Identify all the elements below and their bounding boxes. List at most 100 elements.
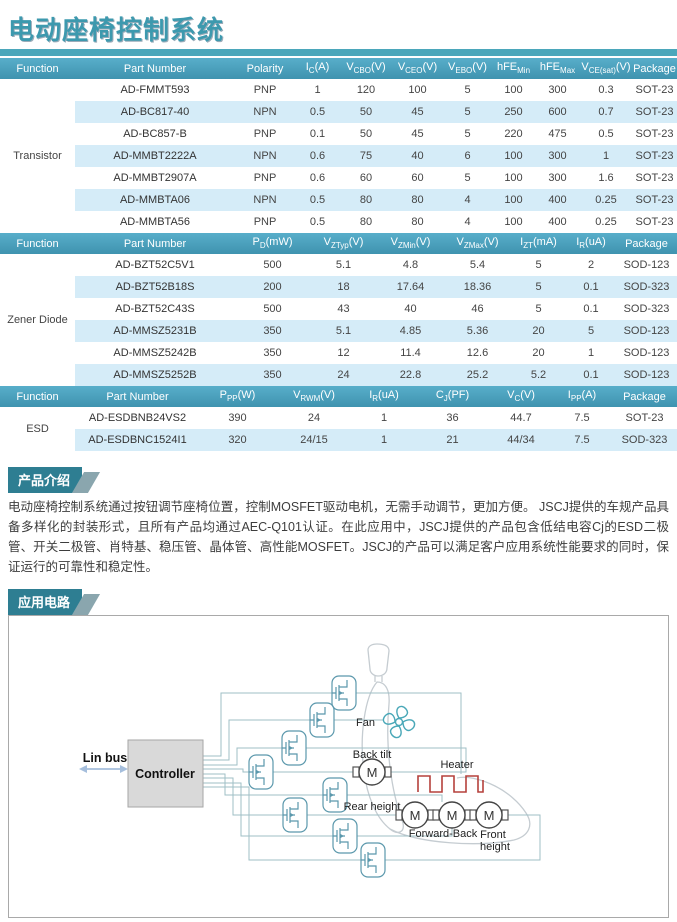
- cell: 40: [377, 298, 444, 320]
- cell: 24/15: [275, 429, 353, 451]
- cell: 390: [200, 407, 275, 429]
- cell: 5: [443, 101, 492, 123]
- cell: 0.3: [580, 79, 632, 101]
- cell: 400: [535, 189, 580, 211]
- table-header-row: Function Part Number PD(mW) VZTyp(V) VZMin(V…: [0, 233, 677, 254]
- cell: SOT-23: [612, 407, 677, 429]
- part-number-cell: AD-MMSZ5252B: [75, 364, 235, 386]
- cell: 4: [443, 189, 492, 211]
- cell: 80: [392, 211, 443, 233]
- cell: 0.5: [580, 123, 632, 145]
- cell: 1: [566, 342, 616, 364]
- part-number-cell: AD-ESDBNB24VS2: [75, 407, 200, 429]
- table-row: AD-BC857-B PNP 0.1 50 45 5 220 475 0.5 SOT-23: [0, 123, 677, 145]
- cell: SOT-23: [632, 79, 677, 101]
- heater-element: [417, 775, 484, 793]
- cell: SOD-323: [612, 429, 677, 451]
- seat-outline: [361, 643, 531, 845]
- cell: 4.8: [377, 254, 444, 276]
- lin-bus-arrow: [79, 765, 128, 773]
- cell: 44/34: [490, 429, 552, 451]
- cell: 1: [295, 79, 340, 101]
- cell: 80: [340, 211, 392, 233]
- cell: 0.5: [295, 211, 340, 233]
- heater-label: Heater: [440, 759, 473, 771]
- table-row: AD-MMSZ5252B 350 24 22.8 25.2 5.2 0.1 SOD-123: [0, 364, 677, 386]
- column-header: hFEMax: [535, 58, 580, 79]
- cell: 100: [492, 167, 535, 189]
- part-number-cell: AD-BZT52C43S: [75, 298, 235, 320]
- column-header: Package: [632, 58, 677, 79]
- cell: 4.85: [377, 320, 444, 342]
- cell: 350: [235, 320, 310, 342]
- column-header: VCBO(V): [340, 58, 392, 79]
- cell: 25.2: [444, 364, 511, 386]
- cell: 12: [310, 342, 377, 364]
- column-header: IZT(mA): [511, 233, 566, 254]
- cell: 0.6: [295, 167, 340, 189]
- motor-letter: M: [447, 808, 458, 823]
- cell: 0.6: [295, 145, 340, 167]
- cell: 44.7: [490, 407, 552, 429]
- table-row: AD-MMBTA56 PNP 0.5 80 80 4 100 400 0.25 SOT-23: [0, 211, 677, 233]
- column-header: VZMax(V): [444, 233, 511, 254]
- cell: SOD-123: [616, 320, 677, 342]
- page-title: 电动座椅控制系统: [8, 15, 225, 45]
- seat-headrest: [367, 643, 390, 677]
- cell: 400: [535, 211, 580, 233]
- table-row: AD-MMBT2907A PNP 0.6 60 60 5 100 300 1.6 SOT-23: [0, 167, 677, 189]
- component-table-transistor: Function Part Number Polarity IC(A) VCBO(V) V…: [0, 58, 677, 233]
- part-number-cell: AD-MMBTA06: [75, 189, 235, 211]
- cell: 60: [392, 167, 443, 189]
- cell: 0.1: [566, 364, 616, 386]
- cell: 50: [340, 101, 392, 123]
- column-header: VC(V): [490, 386, 552, 407]
- column-header: Polarity: [235, 58, 295, 79]
- cell: 60: [340, 167, 392, 189]
- controller-box: [127, 739, 204, 808]
- cell: 21: [415, 429, 490, 451]
- application-circuit-box: Lin bus Controller Fan Back tilt: [8, 615, 669, 918]
- part-number-cell: AD-BC817-40: [75, 101, 235, 123]
- column-header: hFEMin: [492, 58, 535, 79]
- cell: 100: [492, 211, 535, 233]
- cell: 120: [340, 79, 392, 101]
- front-height-label-line1: Front: [480, 829, 506, 841]
- cell: 50: [340, 123, 392, 145]
- cell: 40: [392, 145, 443, 167]
- load-wires: [273, 692, 541, 861]
- cell: SOT-23: [632, 123, 677, 145]
- mosfet-symbol: [331, 675, 357, 711]
- forward-back-label: Forward-Back: [409, 828, 478, 840]
- cell: NPN: [235, 145, 295, 167]
- column-header: Part Number: [75, 58, 235, 79]
- cell: 18.36: [444, 276, 511, 298]
- cell: 200: [235, 276, 310, 298]
- cell: 100: [492, 79, 535, 101]
- cell: 46: [444, 298, 511, 320]
- column-header: PPP(W): [200, 386, 275, 407]
- column-header: VRWM(V): [275, 386, 353, 407]
- mosfet-symbol: [332, 818, 358, 854]
- column-header: Function: [0, 386, 75, 407]
- cell: 24: [275, 407, 353, 429]
- part-number-cell: AD-FMMT593: [75, 79, 235, 101]
- cell: 22.8: [377, 364, 444, 386]
- cell: 20: [511, 342, 566, 364]
- cell: 36: [415, 407, 490, 429]
- back-tilt-label: Back tilt: [353, 749, 392, 761]
- cell: 45: [392, 123, 443, 145]
- cell: 18: [310, 276, 377, 298]
- column-header: VZMin(V): [377, 233, 444, 254]
- cell: 320: [200, 429, 275, 451]
- table-row: AD-ESDBNC1524I1 320 24/15 1 21 44/34 7.5 SOD-32…: [0, 429, 677, 451]
- table-row: Transistor AD-FMMT593 PNP 1 120 100 5 100 300 0.3…: [0, 79, 677, 233]
- column-header: CJ(PF): [415, 386, 490, 407]
- cell: 24: [310, 364, 377, 386]
- part-number-cell: AD-MMBT2222A: [75, 145, 235, 167]
- cell: 0.5: [295, 189, 340, 211]
- column-header: Package: [612, 386, 677, 407]
- mosfet-symbol: [360, 842, 386, 878]
- cell: 350: [235, 364, 310, 386]
- cell: SOD-323: [616, 276, 677, 298]
